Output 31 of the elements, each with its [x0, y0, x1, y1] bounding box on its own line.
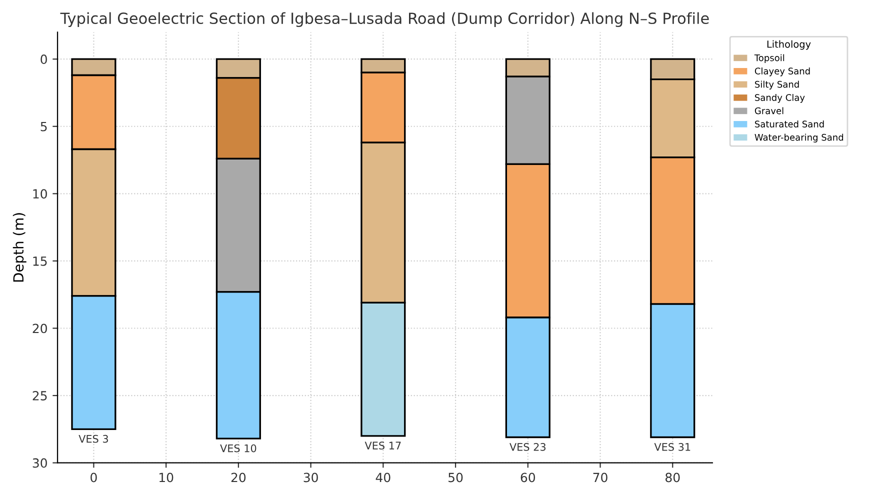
y-tick-label: 25 — [32, 391, 47, 400]
x-tick-label: 40 — [376, 472, 390, 482]
y-axis-title: Depth (m) — [12, 213, 26, 282]
annotation: VES 31 — [654, 442, 690, 451]
annotation: VES 10 — [220, 444, 256, 452]
legend-label: Topsoil — [754, 54, 784, 63]
legend-label: Sandy Clay — [755, 94, 805, 103]
legend-label: Clayey Sand — [754, 67, 810, 76]
annotation: VES 23 — [510, 442, 546, 451]
x-tick-label: 0 — [90, 472, 97, 482]
x-tick-label: 10 — [159, 472, 174, 482]
legend-label: Gravel — [754, 107, 784, 114]
x-tick-label: 60 — [520, 472, 536, 482]
x-tick-label: 20 — [231, 472, 246, 482]
y-tick-label: 10 — [33, 189, 47, 199]
x-tick-label: 50 — [448, 472, 463, 482]
annotation: VES 3 — [78, 434, 108, 443]
y-tick-label: 15 — [33, 256, 47, 266]
y-tick-label: 5 — [40, 122, 47, 132]
x-tick-label: 80 — [666, 472, 680, 482]
y-tick-label: 30 — [32, 458, 47, 468]
chart-title: Typical Geoelectric Section of Igbesa–Lusada Road (Dump Corridor) Along N–S Profile — [60, 12, 709, 28]
legend-label: Silty Sand — [755, 80, 799, 90]
y-tick-label: 0 — [40, 54, 47, 64]
legend-title: Lithology — [767, 40, 811, 50]
x-tick-label: 30 — [304, 472, 318, 482]
annotation: VES 17 — [364, 442, 401, 450]
x-tick-label: 70 — [593, 472, 608, 482]
y-tick-label: 20 — [32, 324, 47, 334]
legend-label: Saturated Sand — [755, 120, 824, 128]
legend-label: Water-bearing Sand — [754, 134, 844, 142]
